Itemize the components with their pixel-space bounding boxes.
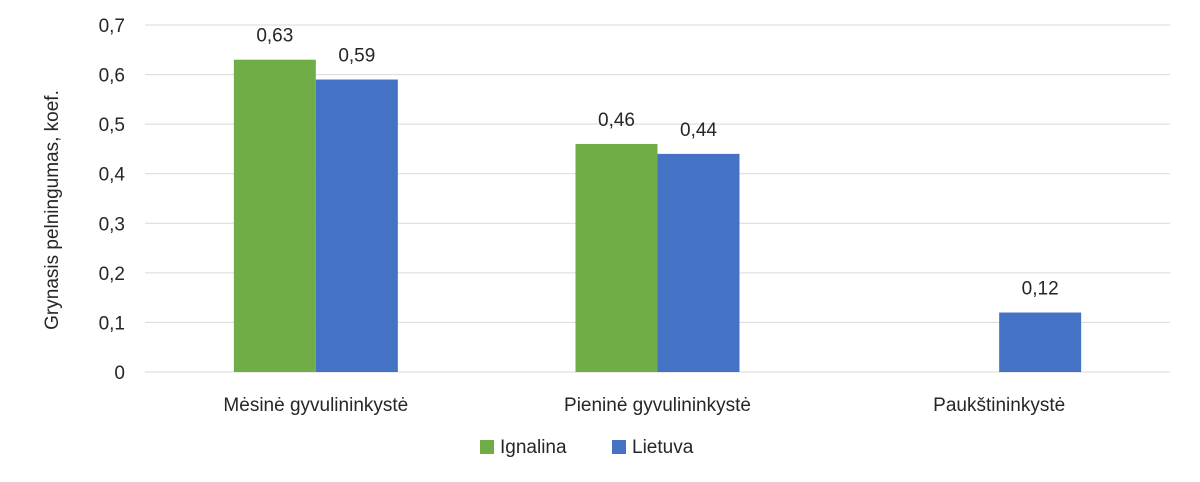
- legend-label: Lietuva: [632, 437, 694, 458]
- data-labels: 0,63 0,59 0,46 0,44 0,12: [256, 26, 1058, 300]
- legend-item: Ignalina: [480, 437, 567, 458]
- legend-swatch: [612, 440, 626, 454]
- y-tick-label: 0,7: [99, 16, 125, 37]
- x-category-label: Mėsinė gyvulininkystė: [223, 395, 408, 416]
- y-tick-label: 0,4: [99, 165, 126, 186]
- bar: [575, 143, 658, 372]
- legend-label: Ignalina: [500, 437, 567, 458]
- bars: [233, 59, 1082, 373]
- y-tick-label: 0: [114, 363, 125, 384]
- bar: [657, 153, 740, 372]
- x-axis-categories: Mėsinė gyvulininkystė Pieninė gyvulininky…: [223, 395, 1065, 416]
- y-tick-label: 0,6: [99, 66, 125, 87]
- x-category-label: Paukštininkystė: [933, 395, 1065, 416]
- y-tick-label: 0,3: [99, 214, 125, 235]
- x-category-label: Pieninė gyvulininkystė: [564, 395, 751, 416]
- data-label: 0,63: [256, 26, 293, 47]
- y-tick-label: 0,1: [99, 313, 125, 334]
- data-label: 0,59: [338, 46, 375, 67]
- y-axis-title: Grynasis pelningumas, koef.: [42, 90, 63, 330]
- legend-swatch: [480, 440, 494, 454]
- bar: [233, 59, 316, 372]
- data-label: 0,44: [680, 120, 717, 141]
- legend-item: Lietuva: [612, 437, 694, 458]
- legend: Ignalina Lietuva: [480, 437, 694, 458]
- data-label: 0,46: [598, 110, 635, 131]
- bar: [999, 312, 1082, 372]
- data-label: 0,12: [1022, 279, 1059, 300]
- y-tick-label: 0,2: [99, 264, 125, 285]
- y-axis-ticks: 0 0,1 0,2 0,3 0,4 0,5 0,6 0,7: [99, 16, 126, 384]
- y-tick-label: 0,5: [99, 115, 125, 136]
- bar: [315, 79, 398, 373]
